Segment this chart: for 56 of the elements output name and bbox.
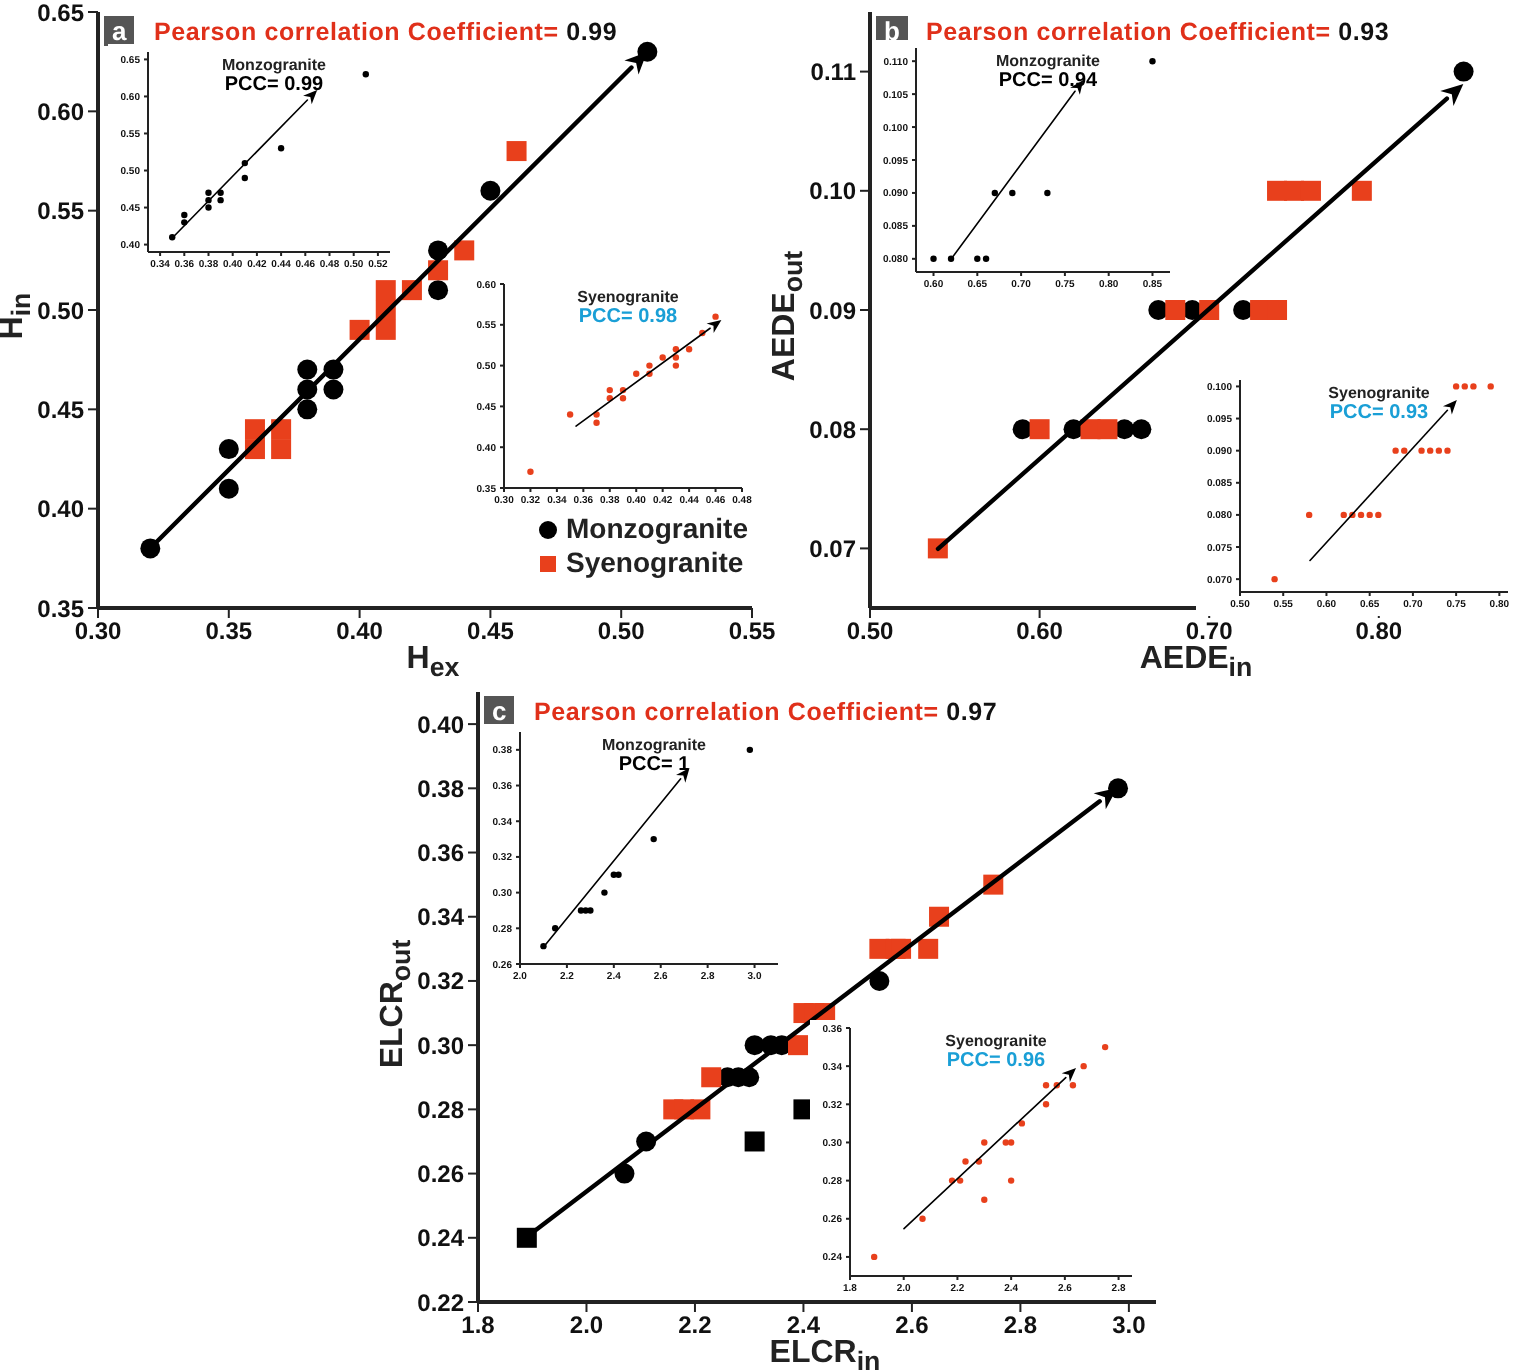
x-tick-label: 0.40 xyxy=(336,617,384,646)
annotation: b xyxy=(876,16,908,46)
y-tick-label: 0.11 xyxy=(810,58,857,87)
text: PCC= 0.98 xyxy=(576,306,680,330)
x-axis-title: H$_{ex}$ xyxy=(404,642,462,683)
x-tick-label: 0.80 xyxy=(1355,617,1403,646)
chart-title: Monzogranite xyxy=(994,52,1102,71)
y-tick-label: 0.08 xyxy=(809,415,857,444)
y-tick-label: 0.60 xyxy=(37,97,85,126)
chart-title: Syenogranite xyxy=(575,288,681,307)
x-tick-label: 0.60 xyxy=(1016,617,1064,646)
chart-title: Monzogranite xyxy=(220,56,328,75)
x-axis-title: AEDE$_{in}$ xyxy=(1137,642,1255,683)
y-tick-label: 0.28 xyxy=(417,1095,465,1124)
x-tick-label: 2.0 xyxy=(569,1311,604,1340)
x-tick-label: 2.8 xyxy=(1003,1311,1038,1340)
x-tick-label: 2.4 xyxy=(786,1311,821,1340)
chart-title: Pearson correlation Coefficient= 0.93 xyxy=(926,18,1390,46)
x-tick-label: 1.8 xyxy=(461,1311,496,1340)
y-tick-label: 0.07 xyxy=(809,534,857,563)
y-tick-label: 0.38 xyxy=(417,774,465,803)
x-tick-label: 0.70 xyxy=(1185,617,1234,646)
text: PCC= 0.99 xyxy=(222,74,326,98)
y-tick-label: 0.65 xyxy=(37,0,85,27)
x-tick-label: 2.6 xyxy=(895,1311,930,1340)
x-tick-label: 0.30 xyxy=(74,617,122,646)
chart-title: Syenogranite xyxy=(943,1032,1049,1051)
x-tick-label: 0.50 xyxy=(597,617,646,646)
y-tick-label: 0.36 xyxy=(417,839,465,868)
chart-title: Monzogranite xyxy=(600,736,708,755)
legend-label: Monzogranite xyxy=(566,512,748,546)
legend-label: Syenogranite xyxy=(566,546,744,580)
y-tick-label: 0.34 xyxy=(417,903,465,932)
y-tick-label: 0.26 xyxy=(417,1160,465,1189)
y-tick-label: 0.45 xyxy=(37,395,85,424)
text: PCC= 0.93 xyxy=(1327,402,1431,426)
y-tick-label: 0.40 xyxy=(417,710,465,739)
x-tick-label: 0.55 xyxy=(728,617,776,646)
chart-title: Pearson correlation Coefficient= 0.99 xyxy=(154,18,618,46)
x-axis-title: ELCR$_{in}$ xyxy=(767,1336,883,1370)
annotation: a xyxy=(104,16,135,46)
y-tick-label: 0.22 xyxy=(417,1288,465,1317)
y-tick-label: 0.55 xyxy=(37,197,85,226)
y-tick-label: 0.30 xyxy=(417,1031,465,1060)
y-tick-label: 0.09 xyxy=(809,296,857,325)
text: PCC= 1 xyxy=(616,754,692,778)
y-tick-label: 0.24 xyxy=(417,1224,465,1253)
chart-title: Syenogranite xyxy=(1326,384,1432,403)
y-tick-label: 0.10 xyxy=(809,177,857,206)
text: PCC= 0.96 xyxy=(944,1050,1048,1074)
annotation: c xyxy=(484,696,515,726)
x-tick-label: 3.0 xyxy=(1112,1311,1147,1340)
text: PCC= 0.94 xyxy=(996,70,1100,94)
x-tick-label: 0.35 xyxy=(205,617,253,646)
chart-title: Pearson correlation Coefficient= 0.97 xyxy=(534,698,998,726)
x-tick-label: 2.2 xyxy=(678,1311,713,1340)
